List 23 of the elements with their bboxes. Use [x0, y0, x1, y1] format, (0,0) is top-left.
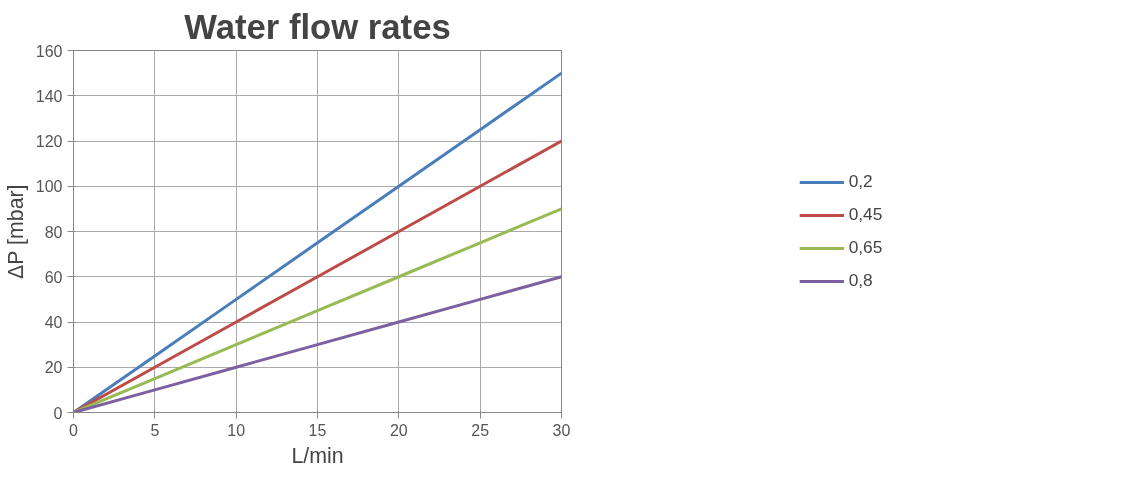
y-tick-label: 160 — [35, 42, 63, 60]
legend-label: 0,65 — [848, 237, 883, 258]
x-axis-title: L/min — [291, 443, 344, 468]
legend-label: 0,45 — [848, 204, 883, 225]
x-tick-label: 5 — [150, 421, 160, 439]
y-tick-label: 20 — [44, 359, 63, 377]
x-tick-label: 15 — [308, 421, 327, 439]
y-tick-label: 40 — [44, 314, 63, 331]
y-axis-title: ΔP [mbar] — [3, 184, 28, 279]
x-tick-label: 0 — [69, 421, 79, 439]
y-tick-label: 60 — [44, 268, 63, 286]
x-tick-label: 25 — [471, 421, 490, 439]
y-tick-label: 80 — [44, 223, 63, 241]
y-tick-label: 140 — [35, 87, 63, 105]
chart-title: Water flow rates — [184, 7, 451, 46]
x-tick-label: 30 — [552, 421, 571, 439]
legend-label: 0,8 — [848, 270, 873, 291]
x-tick-label: 10 — [227, 421, 246, 439]
x-tick-label: 20 — [389, 421, 408, 439]
legend-label: 0,2 — [848, 171, 873, 192]
y-tick-label: 120 — [35, 133, 63, 150]
y-tick-label: 0 — [53, 404, 63, 422]
y-tick-label: 100 — [35, 178, 63, 196]
